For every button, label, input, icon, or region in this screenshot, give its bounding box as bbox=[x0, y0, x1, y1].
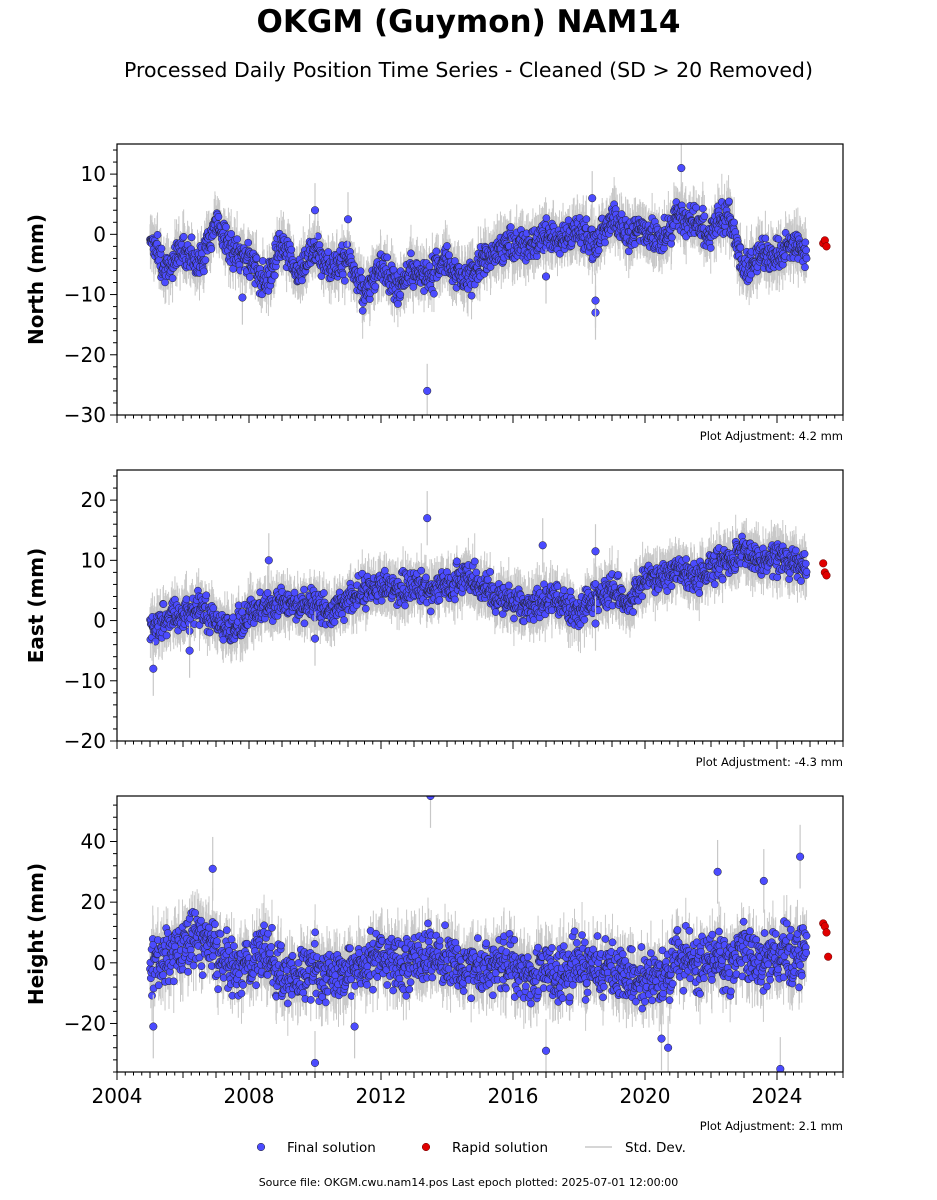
final-point bbox=[187, 233, 196, 242]
y-tick-label: 0 bbox=[93, 222, 106, 246]
final-point bbox=[222, 223, 230, 231]
final-point bbox=[443, 242, 451, 250]
final-point bbox=[371, 282, 380, 291]
panel-north: −30 −20 −10 0 10 North (mm) Plot Adjustment: 4… bbox=[24, 143, 844, 443]
final-point bbox=[425, 262, 434, 271]
final-point bbox=[394, 300, 402, 308]
final-point bbox=[706, 244, 715, 252]
final-point bbox=[432, 247, 441, 256]
chart-title: OKGM (Guymon) NAM14 bbox=[256, 4, 681, 40]
outlier-point bbox=[588, 194, 597, 203]
final-point bbox=[409, 283, 418, 291]
y-tick-label: −30 bbox=[64, 403, 106, 427]
final-point bbox=[801, 263, 809, 272]
outlier-point bbox=[591, 296, 600, 305]
final-point bbox=[168, 274, 177, 283]
final-point bbox=[802, 246, 811, 255]
final-point bbox=[314, 232, 322, 241]
final-point bbox=[259, 257, 267, 265]
final-point bbox=[451, 257, 459, 265]
final-point bbox=[601, 238, 609, 247]
final-point bbox=[396, 290, 405, 299]
final-point bbox=[383, 253, 392, 262]
final-point bbox=[200, 267, 208, 276]
final-point bbox=[356, 267, 365, 276]
final-point bbox=[157, 244, 166, 253]
chart-subtitle: Processed Daily Position Time Series - C… bbox=[124, 58, 813, 82]
final-point bbox=[700, 212, 709, 221]
final-point bbox=[430, 289, 438, 298]
plot-body bbox=[146, 491, 831, 696]
final-point bbox=[564, 216, 573, 225]
final-point bbox=[725, 197, 733, 206]
final-point bbox=[582, 215, 591, 224]
y-axis-label: North (mm) bbox=[24, 214, 48, 345]
final-point bbox=[692, 203, 700, 212]
final-point bbox=[358, 306, 367, 315]
final-point bbox=[486, 263, 495, 271]
final-point bbox=[153, 231, 162, 239]
final-point bbox=[339, 270, 347, 279]
final-point bbox=[594, 246, 603, 255]
final-point bbox=[233, 235, 241, 244]
final-point bbox=[214, 212, 223, 221]
final-point bbox=[201, 256, 210, 264]
final-point bbox=[245, 273, 254, 281]
final-point bbox=[161, 278, 169, 287]
final-point bbox=[668, 233, 676, 242]
final-point bbox=[207, 245, 216, 253]
final-point bbox=[179, 232, 188, 241]
final-point bbox=[630, 240, 639, 248]
final-point bbox=[698, 204, 707, 213]
outlier-point bbox=[541, 272, 551, 281]
final-point bbox=[801, 238, 810, 247]
final-point bbox=[343, 240, 352, 249]
outlier-point bbox=[343, 215, 353, 224]
final-point bbox=[736, 243, 745, 252]
rapid-point bbox=[822, 242, 831, 251]
final-point bbox=[270, 271, 279, 280]
final-point bbox=[324, 248, 333, 256]
plot-adjustment-note: Plot Adjustment: 4.2 mm bbox=[700, 429, 843, 443]
y-tick-label: −10 bbox=[64, 283, 106, 307]
final-point bbox=[340, 276, 349, 285]
final-point bbox=[298, 276, 306, 285]
final-points bbox=[146, 197, 811, 315]
y-tick-label: −20 bbox=[64, 343, 106, 367]
outlier-point bbox=[677, 164, 686, 173]
final-point bbox=[774, 235, 783, 243]
final-point bbox=[227, 230, 236, 238]
final-point bbox=[761, 234, 770, 243]
final-point bbox=[467, 291, 476, 300]
outlier-point bbox=[238, 293, 247, 302]
final-point bbox=[407, 249, 415, 258]
final-point bbox=[506, 223, 515, 231]
final-point bbox=[244, 238, 253, 247]
plot-body bbox=[146, 144, 831, 415]
y-tick-label: 10 bbox=[81, 162, 106, 186]
final-point bbox=[802, 254, 811, 263]
outlier-point bbox=[310, 206, 320, 215]
final-point bbox=[445, 251, 453, 260]
final-point bbox=[556, 249, 564, 258]
final-point bbox=[542, 214, 551, 222]
final-point bbox=[730, 218, 738, 227]
outlier-point bbox=[423, 386, 432, 395]
final-point bbox=[287, 245, 296, 254]
